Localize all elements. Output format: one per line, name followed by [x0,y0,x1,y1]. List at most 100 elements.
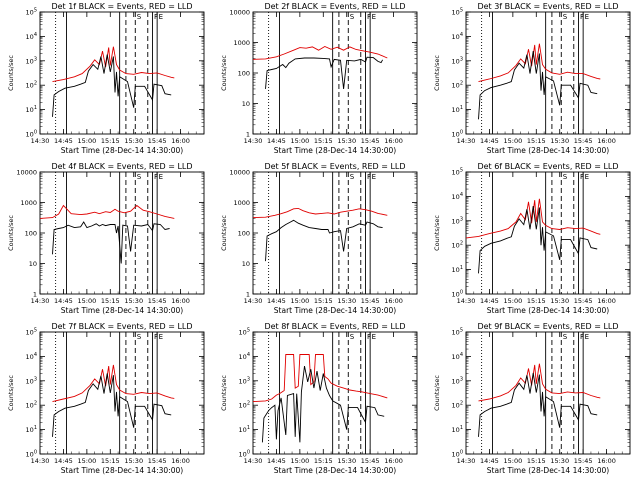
x-axis-label: Start Time (28-Dec-14 14:30:00) [61,146,183,155]
x-tick-label: 15:15 [101,297,120,305]
x-tick-label: 15:30 [550,297,569,305]
x-tick-label: 15:45 [574,297,593,305]
x-tick-label: 14:45 [54,457,73,465]
x-tick-label: 15:15 [314,297,333,305]
time-marker-label: F [580,173,584,181]
y-tick-label: 10000 [229,9,250,17]
x-tick-label: 16:00 [171,297,190,305]
time-marker-label: F [580,13,584,21]
time-marker-label: S [137,13,142,21]
x-tick-label: 15:30 [124,457,143,465]
x-tick-label: 15:00 [503,297,522,305]
x-tick-label: 14:30 [244,137,263,145]
x-axis-label: Start Time (28-Dec-14 14:30:00) [274,146,396,155]
y-tick-label: 10000 [16,169,37,177]
plot-frame [252,171,418,295]
x-tick-label: 14:45 [480,137,499,145]
x-tick-label: 15:15 [527,297,546,305]
x-tick-label: 15:45 [148,137,167,145]
events-series-line [52,221,170,264]
x-axis-label: Start Time (28-Dec-14 14:30:00) [487,146,609,155]
y-tick-label: 100 [452,450,463,459]
y-tick-label: 103 [452,216,463,225]
y-axis-label: Counts/sec [220,55,228,91]
y-axis-label: Counts/sec [433,215,441,251]
y-tick-label: 104 [26,32,37,41]
x-tick-label: 15:00 [290,137,309,145]
x-tick-label: 16:00 [171,457,190,465]
events-series-line [52,373,172,437]
panel-1: Det 1f BLACK = Events, RED = LLD 100 101 10… [7,2,205,155]
lld-series-line [39,204,175,219]
panel-8: Det 8f BLACK = Events, RED = LLD 100 101 10… [220,322,418,475]
plot-frame [39,171,205,295]
lld-series-line [52,364,175,403]
y-axis-label: Counts/sec [220,215,228,251]
y-tick-label: 102 [452,241,463,250]
x-tick-label: 14:45 [267,457,286,465]
x-tick-label: 15:45 [574,457,593,465]
time-marker-label: S [563,173,568,181]
panel-title: Det 3f BLACK = Events, RED = LLD [477,2,618,11]
panel-3: Det 3f BLACK = Events, RED = LLD 100 101 10… [433,2,631,155]
x-tick-label: 15:45 [148,297,167,305]
x-tick-label: 16:00 [384,137,403,145]
time-marker-label: E [159,333,163,341]
panel-title: Det 5f BLACK = Events, RED = LLD [264,162,405,171]
y-tick-label: 100 [452,130,463,139]
y-tick-label: 103 [26,56,37,65]
time-marker-label: E [159,173,163,181]
time-marker-label: S [563,333,568,341]
x-tick-label: 14:45 [480,297,499,305]
x-tick-label: 15:45 [148,457,167,465]
y-tick-label: 10 [242,260,250,268]
panel-title: Det 2f BLACK = Events, RED = LLD [264,2,405,11]
x-tick-label: 15:30 [550,457,569,465]
lld-series-line [478,43,601,83]
y-tick-label: 105 [239,328,250,337]
x-tick-label: 14:30 [457,457,476,465]
y-tick-label: 1 [246,291,250,299]
y-tick-label: 102 [26,401,37,410]
x-tick-label: 15:00 [290,297,309,305]
y-tick-label: 102 [452,81,463,90]
y-tick-label: 100 [452,290,463,299]
x-tick-label: 15:30 [124,137,143,145]
x-tick-label: 15:15 [101,457,120,465]
time-marker-label: F [154,173,158,181]
x-axis-label: Start Time (28-Dec-14 14:30:00) [274,466,396,475]
time-marker-label: F [154,333,158,341]
x-tick-label: 14:30 [31,297,50,305]
panel-6: Det 6f BLACK = Events, RED = LLD 100 101 10… [433,162,631,315]
y-tick-label: 103 [239,376,250,385]
y-tick-label: 102 [26,81,37,90]
plot-frame [39,331,205,455]
x-tick-label: 14:45 [54,297,73,305]
time-marker-label: E [372,333,376,341]
x-axis-label: Start Time (28-Dec-14 14:30:00) [487,306,609,315]
plot-frame [465,171,631,295]
panel-2: Det 2f BLACK = Events, RED = LLD 1 10 100 10… [220,2,418,155]
y-axis-label: Counts/sec [433,375,441,411]
y-tick-label: 100 [25,230,37,238]
plot-frame [465,11,631,135]
y-tick-label: 102 [239,401,250,410]
y-tick-label: 100 [26,450,37,459]
y-tick-label: 104 [452,32,463,41]
x-tick-label: 16:00 [597,137,616,145]
x-tick-label: 14:30 [31,137,50,145]
x-tick-label: 15:45 [361,457,380,465]
y-tick-label: 1000 [233,39,250,47]
x-tick-label: 14:45 [267,137,286,145]
y-tick-label: 105 [26,8,37,17]
x-tick-label: 14:30 [457,297,476,305]
panel-title: Det 7f BLACK = Events, RED = LLD [51,322,192,331]
time-marker-label: E [585,13,589,21]
y-tick-label: 10 [242,100,250,108]
x-tick-label: 14:45 [480,457,499,465]
x-tick-label: 15:00 [503,137,522,145]
y-tick-label: 101 [452,425,463,434]
y-tick-label: 103 [26,376,37,385]
y-tick-label: 100 [238,230,250,238]
events-series-line [478,51,598,120]
